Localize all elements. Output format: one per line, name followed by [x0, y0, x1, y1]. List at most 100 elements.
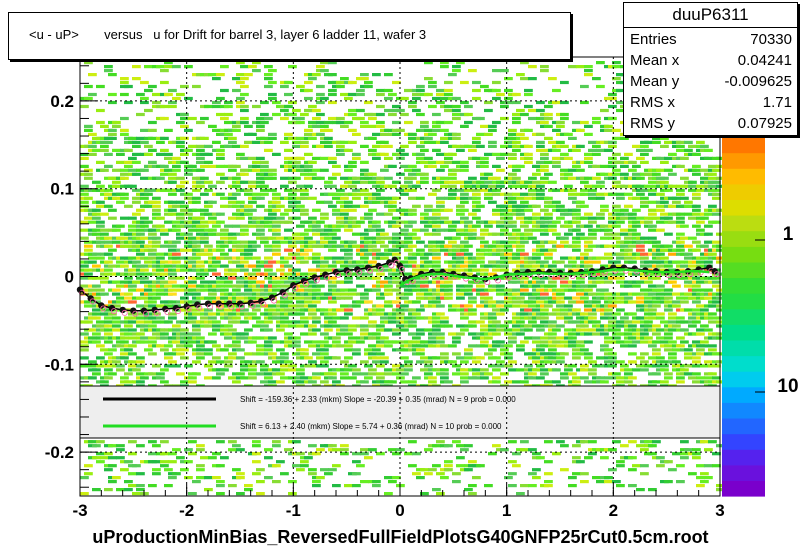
- heatmap-cell: [164, 128, 173, 132]
- heatmap-cell: [468, 300, 477, 304]
- heatmap-cell: [340, 372, 349, 376]
- heatmap-cell: [268, 260, 277, 264]
- heatmap-cell: [540, 168, 549, 172]
- heatmap-cell: [584, 260, 593, 264]
- heatmap-cell: [204, 308, 213, 312]
- heatmap-cell: [348, 80, 357, 85]
- heatmap-cell: [336, 120, 345, 125]
- heatmap-cell: [340, 77, 349, 81]
- heatmap-cell: [428, 192, 437, 196]
- heatmap-cell: [304, 168, 313, 172]
- heatmap-cell: [356, 264, 365, 268]
- heatmap-cell: [264, 220, 273, 224]
- heatmap-cell: [372, 360, 381, 364]
- heatmap-cell: [236, 292, 245, 296]
- heatmap-cell: [700, 340, 709, 344]
- heatmap-cell: [708, 348, 717, 352]
- heatmap-cell: [600, 224, 609, 228]
- heatmap-cell: [100, 168, 109, 172]
- heatmap-cell: [256, 336, 265, 340]
- heatmap-cell: [268, 176, 277, 180]
- heatmap-cell: [344, 252, 353, 256]
- heatmap-cell: [332, 172, 341, 176]
- heatmap-cell: [216, 148, 225, 152]
- heatmap-cell: [168, 192, 177, 196]
- heatmap-cell: [168, 292, 177, 296]
- heatmap-cell: [448, 73, 457, 77]
- heatmap-cell: [104, 260, 113, 264]
- heatmap-cell: [364, 300, 373, 304]
- heatmap-cell: [120, 192, 129, 196]
- heatmap-cell: [584, 152, 593, 156]
- heatmap-cell: [660, 368, 669, 372]
- heatmap-cell: [256, 352, 265, 356]
- heatmap-cell: [376, 112, 385, 117]
- heatmap-cell: [328, 232, 337, 236]
- heatmap-cell: [152, 204, 161, 208]
- heatmap-cell: [520, 268, 529, 272]
- heatmap-cell: [176, 144, 185, 148]
- heatmap-cell: [412, 184, 421, 188]
- heatmap-cell: [484, 196, 493, 200]
- heatmap-cell: [260, 368, 269, 372]
- heatmap-cell: [532, 356, 541, 360]
- heatmap-cell: [460, 200, 469, 204]
- heatmap-cell: [420, 120, 429, 125]
- heatmap-cell: [504, 100, 513, 105]
- heatmap-cell: [536, 324, 545, 328]
- heatmap-cell: [400, 184, 409, 188]
- heatmap-cell: [240, 172, 249, 176]
- heatmap-cell: [280, 184, 289, 188]
- heatmap-cell: [364, 216, 373, 220]
- heatmap-cell: [476, 144, 485, 148]
- heatmap-cell: [524, 104, 533, 109]
- heatmap-cell: [512, 276, 521, 280]
- heatmap-cell: [424, 264, 433, 268]
- heatmap-cell: [592, 116, 601, 121]
- heatmap-cell: [452, 69, 461, 73]
- heatmap-cell: [272, 368, 281, 372]
- heatmap-cell: [644, 296, 653, 300]
- heatmap-cell: [480, 232, 489, 236]
- heatmap-cell: [132, 200, 141, 204]
- heatmap-cell: [380, 360, 389, 364]
- heatmap-cell: [572, 148, 581, 152]
- heatmap-cell: [164, 356, 173, 360]
- heatmap-cell: [136, 288, 145, 292]
- heatmap-cell: [656, 220, 665, 224]
- heatmap-cell: [388, 208, 397, 212]
- heatmap-cell: [96, 220, 105, 224]
- heatmap-cell: [676, 232, 685, 236]
- heatmap-cell: [512, 288, 521, 292]
- heatmap-cell: [484, 336, 493, 340]
- heatmap-cell: [560, 340, 569, 344]
- heatmap-cell: [352, 224, 361, 228]
- heatmap-cell: [472, 368, 481, 372]
- heatmap-cell: [328, 264, 337, 268]
- heatmap-cell: [464, 288, 473, 292]
- heatmap-cell: [660, 200, 669, 204]
- heatmap-cell: [328, 92, 337, 97]
- heatmap-cell: [200, 272, 209, 276]
- heatmap-cell: [624, 380, 633, 384]
- heatmap-cell: [584, 69, 593, 73]
- heatmap-cell: [556, 216, 565, 220]
- heatmap-cell: [168, 316, 177, 320]
- heatmap-cell: [660, 320, 669, 324]
- heatmap-cell: [376, 236, 385, 240]
- heatmap-cell: [96, 84, 105, 89]
- heatmap-cell: [132, 140, 141, 144]
- heatmap-cell: [528, 320, 537, 324]
- heatmap-cell: [92, 148, 101, 152]
- heatmap-cell: [184, 344, 193, 348]
- heatmap-cell: [260, 380, 269, 384]
- heatmap-cell: [516, 108, 525, 113]
- heatmap-cell: [616, 380, 625, 384]
- heatmap-cell: [524, 92, 533, 97]
- heatmap-cell: [300, 112, 309, 117]
- heatmap-cell: [264, 328, 273, 332]
- heatmap-cell: [408, 220, 417, 224]
- heatmap-cell: [472, 208, 481, 212]
- heatmap-cell: [224, 120, 233, 125]
- heatmap-cell: [616, 280, 625, 284]
